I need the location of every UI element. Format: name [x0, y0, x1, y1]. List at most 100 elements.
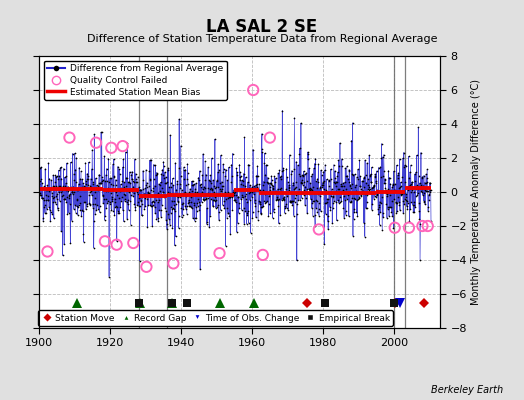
Point [180, 167, 189, 174]
Point [236, 177, 245, 184]
Point [211, 136, 219, 142]
Point [96, 180, 105, 186]
Point [403, 187, 412, 194]
Point [87, 175, 95, 182]
Point [421, 201, 429, 208]
Point [211, 185, 219, 191]
Point [355, 194, 363, 201]
Point [291, 185, 300, 191]
Point [345, 168, 354, 174]
Point [423, 187, 432, 194]
Point [63, 194, 71, 200]
Y-axis label: Monthly Temperature Anomaly Difference (°C): Monthly Temperature Anomaly Difference (… [471, 79, 481, 305]
Point [276, 185, 285, 192]
Point [382, 190, 390, 196]
Point [252, 214, 260, 221]
Point [364, 187, 373, 193]
Point [158, 185, 166, 191]
Point [304, 186, 313, 192]
Point [194, 174, 203, 181]
Point [301, 171, 309, 177]
Point [178, 187, 186, 193]
Point [311, 197, 320, 203]
Point [271, 175, 280, 181]
Point [68, 188, 77, 195]
Point [48, 211, 57, 217]
Point [129, 240, 137, 246]
Point [332, 178, 340, 185]
Point [292, 192, 301, 198]
Point [62, 160, 71, 166]
Point [72, 203, 81, 210]
Point [113, 192, 122, 198]
Point [392, 210, 401, 217]
Point [398, 174, 407, 180]
Point [269, 209, 278, 215]
Point [190, 217, 199, 224]
Point [275, 167, 283, 174]
Point [224, 210, 232, 216]
Point [313, 176, 322, 182]
Point [157, 214, 165, 220]
Point [202, 195, 210, 201]
Point [315, 212, 323, 219]
Point [243, 199, 251, 205]
Point [120, 179, 128, 186]
Point [39, 214, 48, 221]
Point [255, 181, 264, 188]
Point [283, 192, 291, 199]
Point [227, 193, 235, 200]
Point [146, 177, 155, 183]
Point [241, 207, 249, 214]
Point [344, 192, 352, 198]
Point [296, 173, 304, 180]
Point [403, 206, 411, 213]
Point [231, 196, 239, 203]
Point [279, 196, 287, 202]
Point [118, 178, 127, 184]
Point [115, 170, 124, 177]
Point [38, 195, 47, 202]
Point [329, 193, 337, 200]
Text: Berkeley Earth: Berkeley Earth [431, 385, 503, 395]
Point [141, 182, 150, 188]
Point [253, 181, 261, 187]
Point [142, 264, 150, 270]
Point [155, 206, 163, 213]
Point [144, 202, 152, 208]
Point [285, 182, 293, 188]
Point [117, 187, 126, 194]
Point [140, 190, 148, 197]
Point [377, 140, 386, 147]
Point [271, 189, 280, 195]
Point [180, 176, 188, 183]
Point [113, 238, 121, 244]
Point [43, 248, 52, 255]
Point [262, 162, 270, 168]
Point [315, 200, 323, 206]
Point [357, 190, 366, 196]
Point [394, 175, 402, 182]
Point [84, 176, 93, 182]
Point [242, 191, 250, 198]
Point [173, 178, 181, 184]
Point [399, 197, 407, 204]
Point [310, 198, 319, 204]
Point [281, 203, 289, 210]
Point [371, 173, 379, 179]
Point [102, 187, 110, 194]
Point [252, 172, 260, 179]
Point [416, 220, 424, 227]
Point [364, 176, 372, 182]
Point [126, 169, 134, 175]
Point [259, 202, 268, 209]
Point [148, 222, 157, 229]
Point [379, 214, 387, 220]
Point [384, 168, 392, 174]
Point [242, 221, 250, 227]
Point [311, 223, 319, 229]
Point [296, 145, 304, 152]
Point [185, 189, 194, 195]
Point [251, 203, 259, 210]
Point [420, 172, 428, 179]
